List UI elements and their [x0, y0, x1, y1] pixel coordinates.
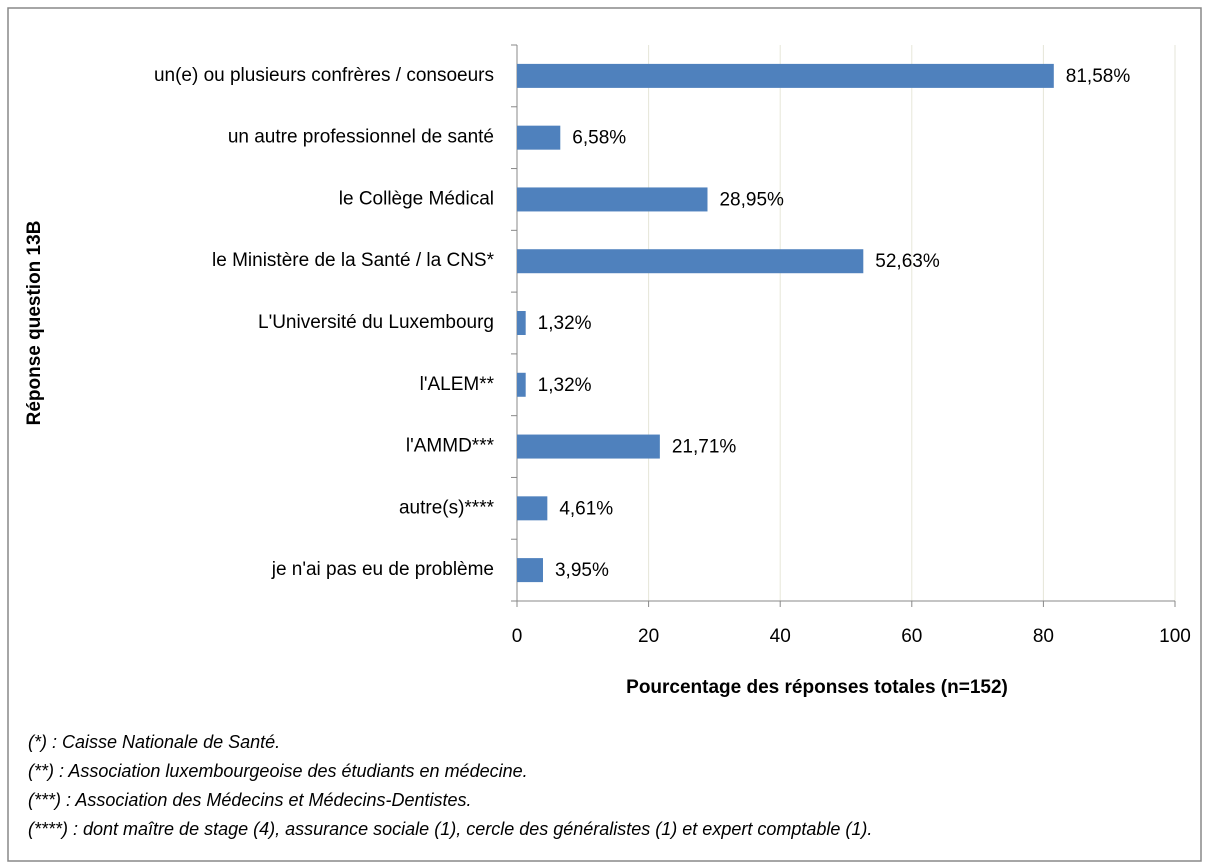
footnote: (***) : Association des Médecins et Méde…	[28, 790, 472, 810]
y-axis-title: Réponse question 13B	[24, 221, 45, 426]
y-tick-label: autre(s)****	[399, 497, 495, 518]
y-tick-label: l'ALEM**	[420, 374, 495, 395]
footnote: (*) : Caisse Nationale de Santé.	[28, 732, 280, 752]
footnote: (**) : Association luxembourgeoise des é…	[28, 761, 528, 781]
x-axis-title: Pourcentage des réponses totales (n=152)	[626, 677, 1008, 698]
data-label: 4,61%	[559, 498, 613, 519]
bar	[517, 187, 708, 212]
data-label: 1,32%	[538, 313, 592, 334]
bar	[517, 434, 660, 459]
bar	[517, 372, 526, 397]
frame	[7, 7, 1202, 862]
data-label: 3,95%	[555, 560, 609, 581]
x-tick-label: 40	[770, 626, 791, 647]
data-label: 81,58%	[1066, 66, 1131, 87]
data-label: 21,71%	[672, 437, 737, 458]
x-tick-label: 0	[512, 626, 523, 647]
bar	[517, 249, 864, 274]
footnote: (****) : dont maître de stage (4), assur…	[28, 819, 872, 839]
bar	[517, 125, 561, 150]
y-tick-label: le Ministère de la Santé / la CNS*	[212, 250, 495, 271]
bar	[517, 496, 548, 521]
x-tick-label: 80	[1033, 626, 1054, 647]
y-tick-label: L'Université du Luxembourg	[258, 312, 494, 333]
x-tick-label: 60	[901, 626, 922, 647]
y-tick-label: l'AMMD***	[406, 436, 495, 457]
x-tick-label: 20	[638, 626, 659, 647]
data-label: 52,63%	[875, 251, 940, 272]
y-tick-label: je n'ai pas eu de problème	[271, 559, 494, 580]
bar	[517, 311, 526, 335]
y-tick-label: un autre professionnel de santé	[228, 127, 494, 148]
bar	[517, 63, 1054, 88]
data-label: 1,32%	[538, 375, 592, 396]
data-label: 6,58%	[572, 128, 626, 149]
y-tick-label: un(e) ou plusieurs confrères / consoeurs	[154, 65, 494, 86]
y-tick-label: le Collège Médical	[339, 188, 494, 209]
bar	[517, 558, 543, 583]
data-label: 28,95%	[719, 189, 784, 210]
x-tick-label: 100	[1159, 626, 1191, 647]
